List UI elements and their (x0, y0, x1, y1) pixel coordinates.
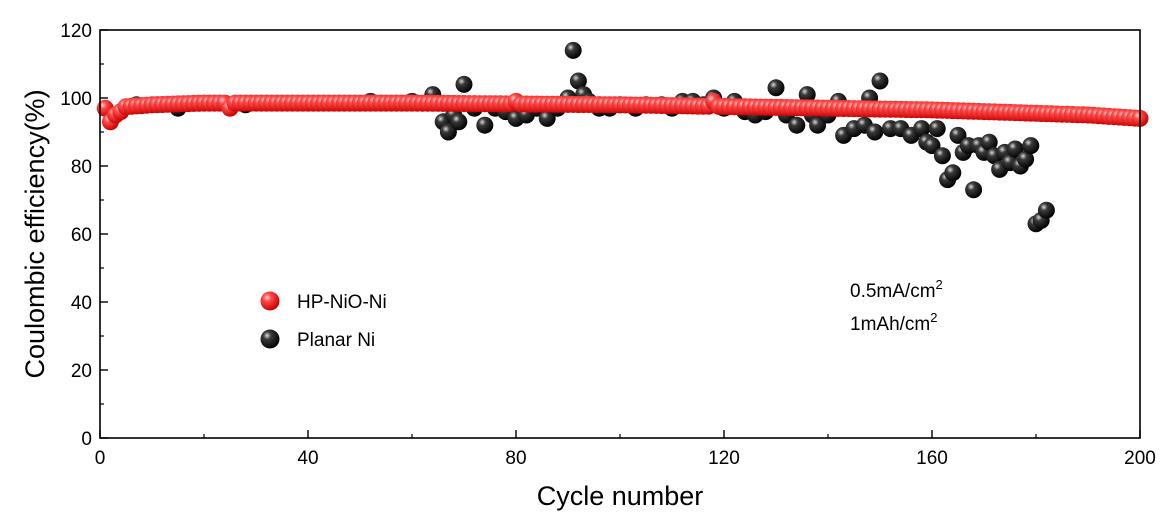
planar-ni-point (569, 72, 587, 90)
x-tick-label: 80 (505, 448, 526, 469)
planar-ni-point (871, 72, 889, 90)
y-tick-label: 20 (71, 361, 92, 382)
planar-ni-point (450, 113, 468, 131)
planar-ni-point (944, 164, 962, 182)
current-density-label: 0.5mA/cm2 (850, 277, 943, 302)
x-axis-title: Cycle number (537, 481, 704, 511)
planar-ni-point (455, 75, 473, 93)
condition-annotation: 0.5mA/cm2 1mAh/cm2 (850, 277, 943, 335)
planar-ni-point (923, 137, 941, 155)
legend-marker-hp-nio-ni (260, 291, 280, 311)
x-tick-label: 40 (297, 448, 318, 469)
planar-ni-point (788, 116, 806, 134)
planar-ni-point (1006, 140, 1024, 158)
planar-ni-point (538, 109, 556, 127)
legend-label-planar-ni: Planar Ni (297, 330, 375, 351)
planar-ni-point (767, 79, 785, 97)
x-tick-label: 0 (95, 448, 106, 469)
planar-ni-point (439, 123, 457, 141)
y-tick-label: 60 (71, 225, 92, 246)
planar-ni-point (476, 116, 494, 134)
planar-ni-point (866, 123, 884, 141)
planar-ni-point (913, 120, 931, 138)
planar-ni-point (965, 181, 983, 199)
y-tick-label: 120 (60, 21, 92, 42)
plot-frame (99, 29, 1141, 439)
capacity-label: 1mAh/cm2 (850, 310, 937, 335)
x-tick-label: 160 (916, 448, 948, 469)
y-tick-label: 40 (71, 293, 92, 314)
planar-ni-point (933, 147, 951, 165)
y-tick-label: 0 (81, 429, 92, 450)
legend-label-hp-nio-ni: HP-NiO-Ni (297, 292, 387, 313)
planar-ni-point (928, 120, 946, 138)
legend-marker-planar-ni (260, 329, 280, 349)
planar-ni-point (564, 41, 582, 59)
legend: HP-NiO-Ni Planar Ni (260, 291, 387, 351)
planar-ni-point (1037, 201, 1055, 219)
planar-ni-point (1017, 150, 1035, 168)
planar-ni-point (949, 126, 967, 144)
planar-ni-point (980, 133, 998, 151)
planar-ni-point (1022, 137, 1040, 155)
x-tick-label: 120 (708, 448, 740, 469)
planar-ni-point (798, 86, 816, 104)
y-tick-label: 100 (60, 89, 92, 110)
data-points (96, 41, 1149, 233)
planar-ni-point (809, 116, 827, 134)
axis-ticks: 0 40 80 120 160 200 0 20 40 60 80 100 120 (60, 21, 1156, 469)
y-tick-label: 80 (71, 157, 92, 178)
y-axis-title: Coulombic efficiency(%) (20, 89, 50, 378)
x-tick-label: 200 (1124, 448, 1156, 469)
